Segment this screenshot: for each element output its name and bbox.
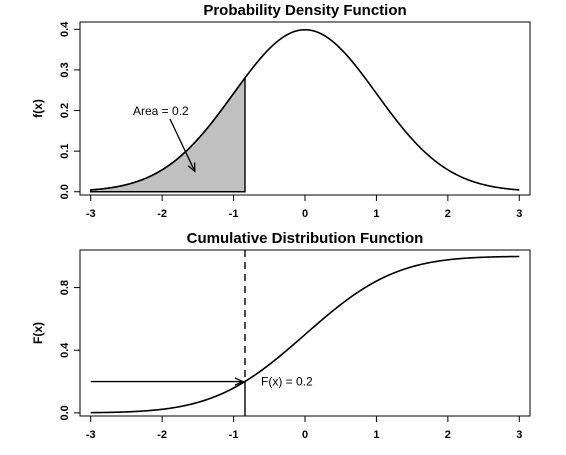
y-tick-label: 0.8 <box>59 280 71 295</box>
x-tick-label: -2 <box>157 429 167 441</box>
x-tick-label: 3 <box>516 429 522 441</box>
x-tick-label: 1 <box>373 429 379 441</box>
x-tick-label: 0 <box>302 429 308 441</box>
x-tick-label: -3 <box>86 208 96 220</box>
y-tick-label: 0.1 <box>59 143 71 158</box>
cdf-annotation: F(x) = 0.2 <box>261 375 313 389</box>
y-tick-label: 0.0 <box>59 184 71 199</box>
x-tick-label: -3 <box>86 429 96 441</box>
y-axis-label: f(x) <box>31 99 45 118</box>
x-tick-label: 2 <box>445 208 451 220</box>
chart-title: Probability Density Function <box>203 2 406 19</box>
pdf-curve <box>90 28 520 191</box>
y-tick-label: 0.3 <box>59 62 71 77</box>
y-axis-label: F(x) <box>31 322 45 344</box>
y-tick-label: 0.4 <box>59 21 71 37</box>
area-arrow <box>169 118 195 171</box>
shaded-area <box>90 75 246 193</box>
x-tick-label: 0 <box>302 208 308 220</box>
x-tick-label: 3 <box>516 208 522 220</box>
x-tick-label: -1 <box>229 429 239 441</box>
x-tick-label: -1 <box>229 208 239 220</box>
area-annotation: Area = 0.2 <box>133 104 189 118</box>
cdf-curve <box>90 255 520 414</box>
x-tick-label: -2 <box>157 208 167 220</box>
y-tick-label: 0.2 <box>59 103 71 118</box>
y-tick-label: 0.4 <box>59 342 71 358</box>
plot-frame <box>79 249 531 417</box>
x-tick-label: 2 <box>445 429 451 441</box>
chart-title: Cumulative Distribution Function <box>187 230 424 247</box>
y-tick-label: 0.0 <box>59 405 71 420</box>
x-tick-label: 1 <box>373 208 379 220</box>
